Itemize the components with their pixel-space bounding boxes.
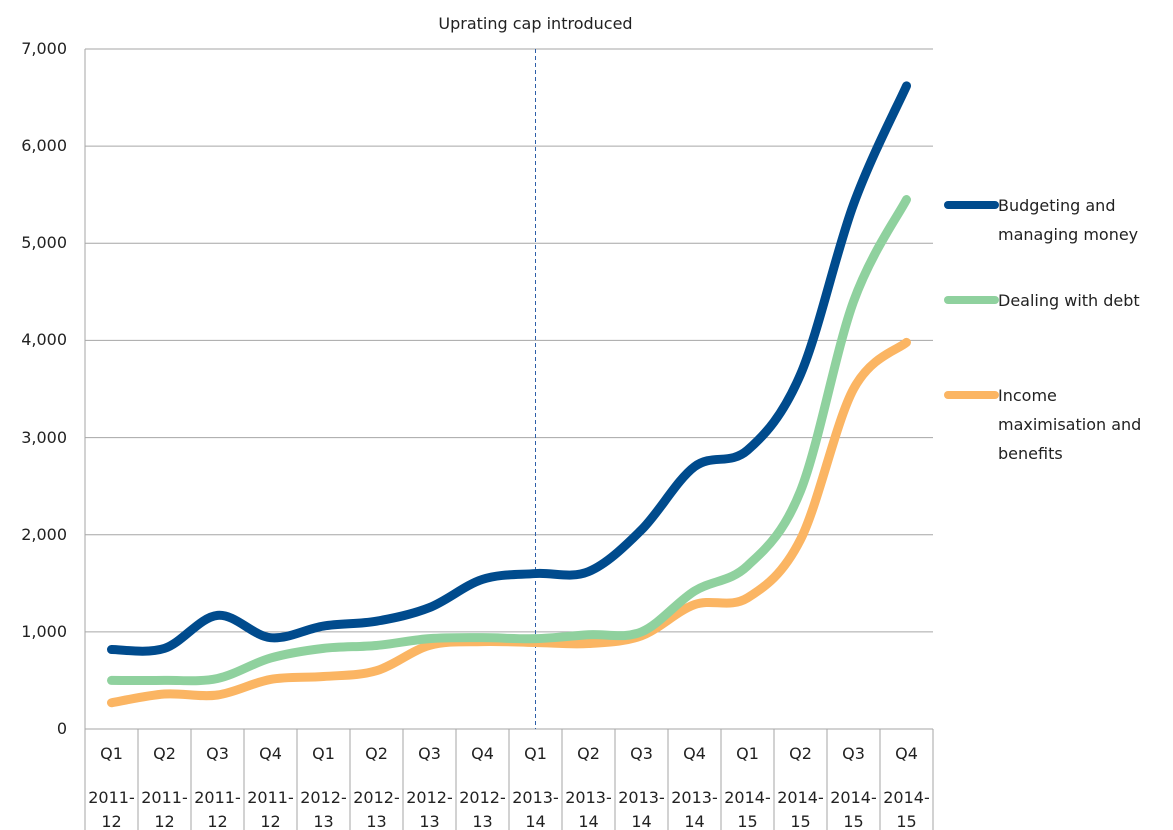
x-group-label: 2011-12 [88, 788, 135, 830]
x-tick-label: Q1 [100, 744, 123, 763]
x-group-label: 2011-12 [141, 788, 188, 830]
x-tick-label: Q2 [577, 744, 600, 763]
x-tick-label: Q4 [471, 744, 494, 763]
x-tick-label: Q3 [418, 744, 441, 763]
x-group-label: 2012-13 [459, 788, 506, 830]
x-tick-label: Q4 [259, 744, 282, 763]
x-tick-label: Q4 [683, 744, 706, 763]
legend-label: Budgeting and managing money [998, 196, 1139, 244]
x-group-label: 2014-15 [883, 788, 930, 830]
y-tick-label: 0 [56, 719, 67, 738]
x-tick-label: Q4 [895, 744, 918, 763]
x-tick-label: Q3 [206, 744, 229, 763]
x-group-label: 2012-13 [353, 788, 400, 830]
series-line [107, 195, 911, 686]
annotation: Uprating cap introduced [438, 14, 633, 33]
x-tick-label: Q2 [365, 744, 388, 763]
y-tick-label: 1,000 [21, 621, 67, 641]
x-tick-label: Q3 [630, 744, 653, 763]
x-tick-label: Q1 [524, 744, 547, 763]
y-tick-label: 5,000 [21, 233, 67, 253]
y-tick-label: 3,000 [21, 427, 67, 447]
x-group-label: 2013-14 [671, 788, 718, 830]
x-group-label: 2013-14 [512, 788, 559, 830]
series-line [107, 81, 911, 656]
x-tick-label: Q2 [153, 744, 176, 763]
x-group-label: 2013-14 [618, 788, 665, 830]
x-group-label: 2011-12 [247, 788, 294, 830]
y-tick-label: 4,000 [21, 330, 67, 350]
x-group-label: 2012-13 [406, 788, 453, 830]
x-tick-label: Q1 [736, 744, 759, 763]
x-group-label: 2014-15 [830, 788, 877, 830]
x-group-label: 2012-13 [300, 788, 347, 830]
x-group-label: 2013-14 [565, 788, 612, 830]
y-tick-label: 6,000 [21, 136, 67, 156]
y-tick-label: 2,000 [21, 524, 67, 544]
x-group-label: 2014-15 [724, 788, 771, 830]
legend-label: Income maximisation and benefits [998, 386, 1142, 463]
x-tick-label: Q1 [312, 744, 335, 763]
x-tick-label: Q2 [789, 744, 812, 763]
x-group-label: 2014-15 [777, 788, 824, 830]
y-tick-label: 7,000 [21, 39, 67, 58]
x-tick-label: Q3 [842, 744, 865, 763]
legend-label: Dealing with debt [998, 291, 1140, 310]
x-group-label: 2011-12 [194, 788, 241, 830]
